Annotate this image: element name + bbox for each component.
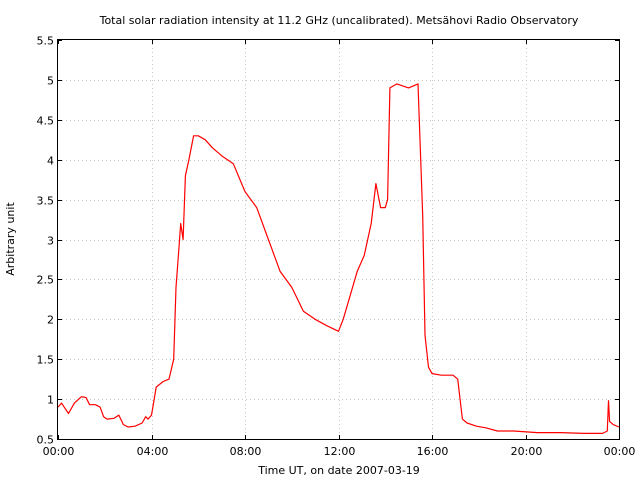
y-tick-label: 3 — [47, 235, 54, 248]
series-group — [57, 83, 620, 434]
x-tick-label: 04:00 — [137, 445, 169, 458]
plot-frame — [57, 39, 620, 440]
x-tick-label: 12:00 — [324, 445, 356, 458]
tick-labels: 00:00 04:00 08:00 12:00 16:00 20:00 00:000.511… — [37, 35, 636, 459]
series-line — [57, 83, 620, 434]
y-tick-label: 3.5 — [37, 195, 55, 208]
y-tick-label: 4 — [47, 155, 54, 168]
y-tick-label: 2.5 — [37, 274, 55, 287]
y-tick-label: 5 — [47, 75, 54, 88]
chart-title: Total solar radiation intensity at 11.2 … — [99, 14, 579, 27]
grid — [58, 40, 619, 439]
x-tick-label: 20:00 — [511, 445, 543, 458]
x-tick-label: 08:00 — [230, 445, 262, 458]
x-tick-label: 00:00 — [43, 445, 75, 458]
y-tick-label: 0.5 — [37, 434, 55, 447]
y-tick-label: 5.5 — [37, 35, 55, 48]
ticks — [58, 40, 620, 440]
x-tick-label: 16:00 — [417, 445, 449, 458]
y-tick-label: 1.5 — [37, 354, 55, 367]
y-axis-label: Arbitrary unit — [4, 202, 17, 276]
y-tick-label: 2 — [47, 314, 54, 327]
y-tick-label: 4.5 — [37, 115, 55, 128]
y-tick-label: 1 — [47, 394, 54, 407]
x-tick-label: 00:00 — [604, 445, 636, 458]
x-axis-label: Time UT, on date 2007-03-19 — [257, 464, 420, 477]
